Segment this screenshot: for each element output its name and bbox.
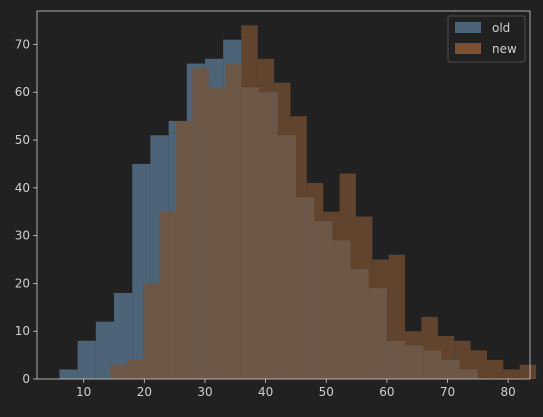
- y-tick-label-20: 20: [15, 276, 30, 290]
- bar-new-10: [274, 82, 291, 379]
- y-axis-ticks: 0 10 20 30 40 50 60 70: [15, 37, 37, 386]
- bar-new-5: [192, 68, 209, 379]
- y-tick-label-70: 70: [15, 37, 30, 51]
- x-tick-label-80: 80: [501, 385, 516, 399]
- bar-new-1: [126, 359, 144, 379]
- bar-new-25: [519, 364, 537, 379]
- x-axis-ticks: 10 20 30 40 50 60 70 80: [76, 379, 516, 399]
- bar-old-2: [95, 321, 115, 379]
- bar-new-15: [355, 216, 373, 379]
- x-tick-label-70: 70: [440, 385, 455, 399]
- x-tick-label-40: 40: [258, 385, 273, 399]
- bar-old-1: [77, 340, 96, 379]
- x-tick-label-60: 60: [379, 385, 394, 399]
- bar-new-22: [470, 350, 487, 379]
- bar-new-23: [486, 359, 504, 379]
- bar-new-19: [421, 316, 438, 379]
- bar-new-3: [159, 211, 176, 379]
- bar-old-3: [114, 292, 133, 379]
- bar-new-2: [143, 283, 160, 379]
- bar-new-8: [241, 25, 258, 380]
- series-new-bars: [110, 25, 537, 380]
- bar-new-9: [257, 58, 275, 379]
- y-tick-label-0: 0: [22, 372, 30, 386]
- bar-new-6: [208, 87, 225, 379]
- bar-new-21: [454, 340, 471, 379]
- bar-new-16: [372, 259, 389, 379]
- x-tick-label-50: 50: [319, 385, 334, 399]
- bar-new-20: [437, 335, 455, 379]
- y-tick-label-30: 30: [15, 229, 30, 243]
- legend-swatch-new: [455, 43, 481, 54]
- legend-label-new: new: [492, 42, 517, 56]
- bar-new-4: [175, 120, 193, 380]
- bar-new-17: [388, 254, 406, 379]
- y-tick-label-40: 40: [15, 181, 30, 195]
- x-tick-label-10: 10: [76, 385, 91, 399]
- x-tick-label-30: 30: [197, 385, 212, 399]
- bar-new-12: [306, 183, 324, 379]
- bar-new-7: [224, 63, 242, 379]
- legend-label-old: old: [492, 21, 510, 35]
- x-tick-label-20: 20: [137, 385, 152, 399]
- bar-new-18: [405, 331, 422, 379]
- y-tick-label-60: 60: [15, 85, 30, 99]
- bar-old-0: [59, 369, 78, 379]
- bar-new-13: [323, 211, 340, 379]
- y-tick-label-10: 10: [15, 324, 30, 338]
- bar-new-11: [290, 116, 307, 379]
- y-tick-label-50: 50: [15, 133, 30, 147]
- legend: old new: [447, 15, 526, 63]
- bar-new-0: [110, 364, 127, 379]
- bar-new-14: [339, 173, 356, 379]
- bar-new-24: [503, 369, 520, 379]
- plot-area-frame: [36, 10, 531, 380]
- legend-swatch-old: [455, 22, 481, 33]
